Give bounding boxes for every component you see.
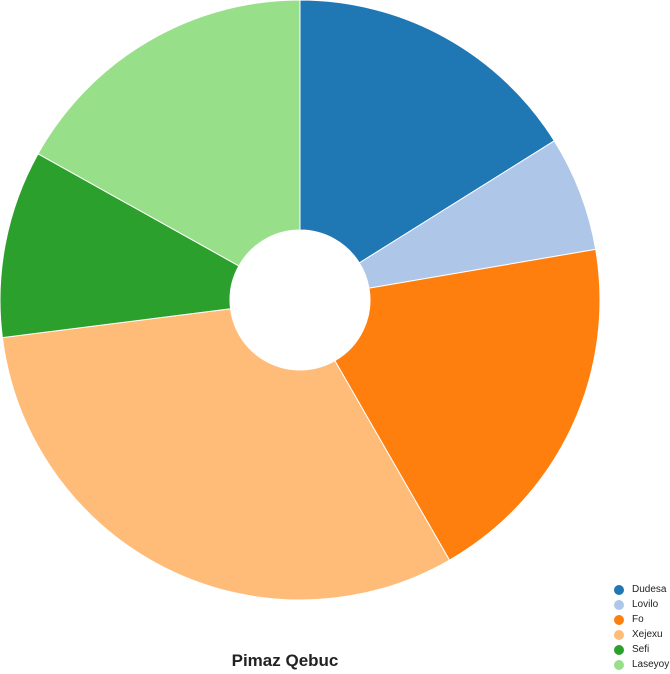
legend-swatch (614, 629, 624, 640)
legend-label: Fo (632, 614, 644, 625)
legend-item-fo: Fo (614, 612, 669, 627)
legend-label: Dudesa (632, 584, 667, 595)
chart-title: Pimaz Qebuc (231, 651, 339, 670)
legend-label: Sefi (632, 644, 650, 655)
legend-label: Lovilo (632, 599, 659, 610)
legend-label: Xejexu (632, 629, 663, 640)
legend-swatch (614, 584, 624, 595)
legend-item-dudesa: Dudesa (614, 582, 669, 597)
pie-slice-xejexu (1, 308, 451, 601)
legend-swatch (614, 644, 624, 655)
chart-legend: Dudesa Lovilo Fo Xejexu Sefi Laseyoy (614, 582, 669, 672)
legend-item-lovilo: Lovilo (614, 597, 669, 612)
legend-swatch (614, 614, 624, 625)
legend-swatch (614, 599, 624, 610)
legend-item-laseyoy: Laseyoy (614, 657, 669, 672)
legend-swatch (614, 659, 624, 670)
pie-slice-lovilo (358, 140, 597, 289)
legend-item-sefi: Sefi (614, 642, 669, 657)
pie-slice-fo (334, 248, 601, 561)
legend-item-xejexu: Xejexu (614, 627, 669, 642)
legend-label: Laseyoy (632, 659, 670, 670)
pie-slice-dudesa (299, 0, 555, 264)
pie-slice-sefi (0, 153, 240, 339)
pie-slice-laseyoy (37, 0, 301, 267)
